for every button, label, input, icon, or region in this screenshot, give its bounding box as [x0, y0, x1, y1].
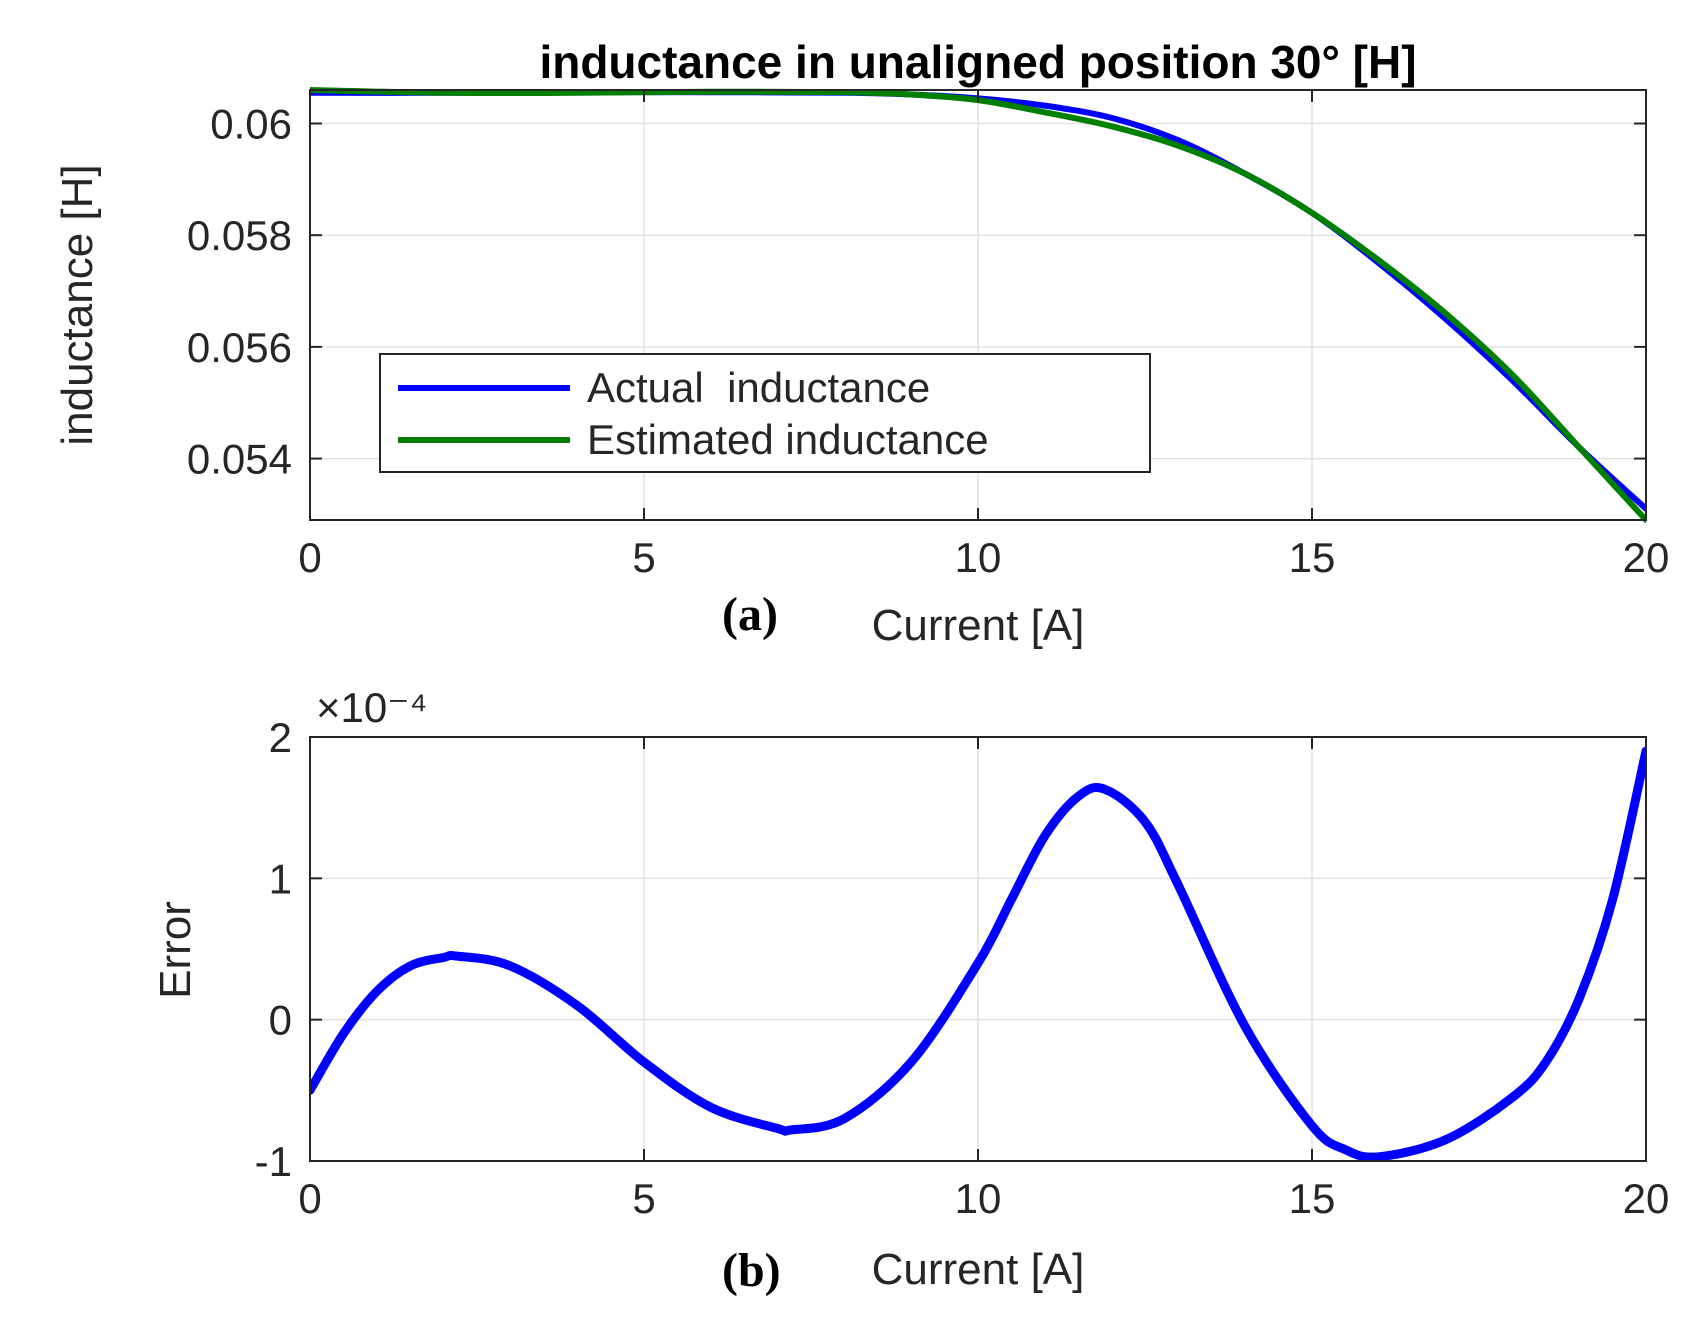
panel-a-title: inductance in unaligned position 30° [H] [539, 36, 1416, 88]
panel-a-y-axis-label: inductance [H] [53, 164, 102, 445]
legend-estimated-label: Estimated inductance [587, 416, 989, 463]
x-tick-label: 15 [1289, 534, 1336, 581]
y-tick-label: 1 [269, 855, 292, 902]
legend-actual-label: Actual inductance [587, 364, 930, 411]
y-tick-label: 0.06 [210, 101, 292, 148]
series-line-estimated-inductance [310, 87, 1646, 523]
x-tick-label: 0 [298, 534, 321, 581]
panel-b-lines [310, 746, 1646, 1162]
x-tick-label: 5 [632, 534, 655, 581]
series-line-error [310, 746, 1646, 1162]
y-tick-label: 0.056 [187, 324, 292, 371]
x-tick-label: 0 [298, 1175, 321, 1222]
panel-a-x-axis-label: Current [A] [872, 601, 1085, 650]
panel-a-label: (a) [722, 588, 778, 641]
panel-b-x-axis-label: Current [A] [872, 1245, 1085, 1294]
panel-a-x-ticks: 0 5 10 15 20 [298, 90, 1669, 581]
panel-b-x-ticks: 0 5 10 15 20 [298, 737, 1669, 1222]
legend-box [379, 353, 1151, 473]
x-tick-label: 20 [1623, 534, 1670, 581]
panel-a-lines [310, 87, 1646, 523]
y-tick-label: -1 [255, 1138, 292, 1185]
panel-a-legend: Actual inductance Estimated inductance [379, 353, 1151, 473]
x-tick-label: 10 [955, 534, 1002, 581]
panel-b-exponent-label: ×10⁻⁴ [316, 684, 427, 731]
x-tick-label: 5 [632, 1175, 655, 1222]
x-tick-label: 15 [1289, 1175, 1336, 1222]
panel-a-y-ticks: 0.054 0.056 0.058 0.06 [187, 101, 1646, 483]
panel-a: 0 5 10 15 20 0.054 0.056 0.058 0.06 inductance … [53, 36, 1669, 650]
panel-b-y-ticks: -1 0 1 2 [255, 714, 1646, 1185]
panel-b-y-axis-label: Error [151, 901, 200, 999]
x-tick-label: 20 [1623, 1175, 1670, 1222]
panel-b-label: (b) [722, 1244, 781, 1297]
x-tick-label: 10 [955, 1175, 1002, 1222]
y-tick-label: 2 [269, 714, 292, 761]
y-tick-label: 0.058 [187, 212, 292, 259]
y-tick-label: 0.054 [187, 436, 292, 483]
y-tick-label: 0 [269, 997, 292, 1044]
